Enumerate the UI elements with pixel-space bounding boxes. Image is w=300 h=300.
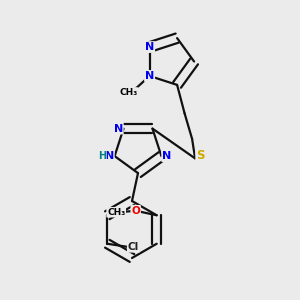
Text: N: N bbox=[162, 151, 171, 161]
Text: S: S bbox=[196, 149, 205, 163]
Text: N: N bbox=[145, 71, 154, 81]
Text: N: N bbox=[145, 42, 154, 52]
Text: CH₃: CH₃ bbox=[119, 88, 138, 97]
Text: O: O bbox=[131, 206, 140, 216]
Text: CH₃: CH₃ bbox=[107, 208, 125, 217]
Text: N: N bbox=[113, 124, 123, 134]
Text: H: H bbox=[98, 151, 106, 161]
Text: N: N bbox=[105, 151, 114, 161]
Text: Cl: Cl bbox=[128, 242, 139, 252]
